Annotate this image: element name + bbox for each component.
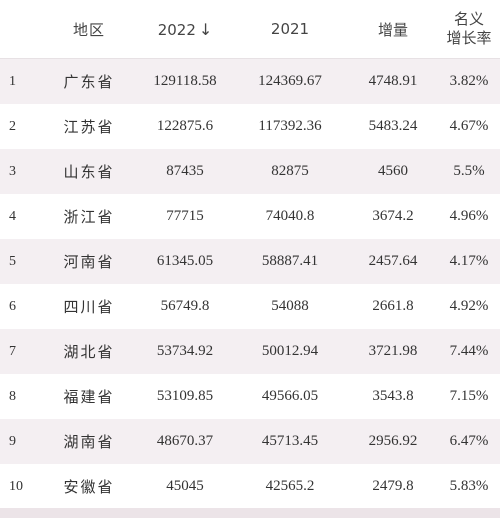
table-row[interactable]: 9 湖南省 48670.37 45713.45 2956.92 6.47% [0,419,500,464]
cell-region: 广东省 [63,73,115,91]
header-2022-label: 2022 [157,20,196,39]
cell-2022: 53734.92 [156,343,214,359]
cell-growth-rate: 4.96% [449,208,489,224]
cell-2021: 49566.05 [261,388,319,404]
cell-region: 浙江省 [63,208,115,226]
bottom-divider [0,508,500,518]
cell-increase: 2479.8 [372,478,414,494]
cell-growth-rate: 3.82% [449,73,489,89]
cell-increase: 5483.24 [368,118,418,134]
table-row[interactable]: 4 浙江省 77715 74040.8 3674.2 4.96% [0,194,500,239]
cell-2022: 56749.8 [160,298,210,314]
header-growth-rate-line2: 增长率 [446,29,492,47]
cell-growth-rate: 5.83% [449,478,489,494]
cell-region: 山东省 [63,163,115,181]
cell-region: 河南省 [63,253,115,271]
cell-increase: 3721.98 [368,343,418,359]
cell-increase: 2457.64 [368,253,418,269]
header-growth-rate-line1: 名义 [453,10,484,28]
table-header: 地区 2022 ↓ 2021 增量 名义 增长率 [0,0,500,59]
cell-2021: 117392.36 [258,118,322,134]
cell-2022: 61345.05 [156,253,214,269]
cell-rank: 7 [9,343,16,359]
cell-region: 四川省 [63,298,115,316]
cell-2022: 48670.37 [156,433,214,449]
cell-region: 福建省 [63,388,115,406]
table-row[interactable]: 7 湖北省 53734.92 50012.94 3721.98 7.44% [0,329,500,374]
table-row[interactable]: 5 河南省 61345.05 58887.41 2457.64 4.17% [0,239,500,284]
cell-growth-rate: 5.5% [453,163,485,179]
cell-growth-rate: 7.44% [449,343,489,359]
cell-growth-rate: 4.92% [449,298,489,314]
cell-rank: 10 [9,478,23,494]
header-2022-sorted[interactable]: 2022 ↓ [138,20,232,39]
cell-2022: 53109.85 [156,388,214,404]
cell-2021: 42565.2 [265,478,315,494]
cell-2022: 45045 [166,478,204,494]
cell-2021: 45713.45 [261,433,319,449]
cell-2021: 82875 [271,163,309,179]
table-body: 1 广东省 129118.58 124369.67 4748.91 3.82% 2 江苏省 12… [0,59,500,509]
cell-2021: 58887.41 [261,253,319,269]
cell-increase: 3543.8 [372,388,414,404]
cell-rank: 3 [9,163,16,179]
cell-increase: 2956.92 [368,433,418,449]
cell-rank: 2 [9,118,16,134]
header-2021[interactable]: 2021 [270,20,310,38]
cell-region: 湖北省 [63,343,115,361]
header-increase[interactable]: 增量 [377,20,408,39]
cell-rank: 9 [9,433,16,449]
cell-region: 湖南省 [63,433,115,451]
cell-rank: 5 [9,253,16,269]
table-row[interactable]: 2 江苏省 122875.6 117392.36 5483.24 4.67% [0,104,500,149]
cell-increase: 2661.8 [372,298,414,314]
cell-rank: 6 [9,298,16,314]
cell-2021: 54088 [271,298,309,314]
cell-2022: 129118.58 [153,73,217,89]
table-row[interactable]: 1 广东省 129118.58 124369.67 4748.91 3.82% [0,59,500,104]
cell-region: 安徽省 [63,478,115,496]
table-row[interactable]: 8 福建省 53109.85 49566.05 3543.8 7.15% [0,374,500,419]
cell-2021: 124369.67 [258,73,322,89]
cell-2021: 74040.8 [265,208,315,224]
cell-growth-rate: 7.15% [449,388,489,404]
table-row[interactable]: 6 四川省 56749.8 54088 2661.8 4.92% [0,284,500,329]
cell-increase: 4748.91 [368,73,418,89]
cell-growth-rate: 6.47% [449,433,489,449]
cell-growth-rate: 4.67% [449,118,489,134]
cell-2022: 87435 [166,163,204,179]
header-growth-rate[interactable]: 名义 增长率 [438,10,500,48]
table-row[interactable]: 10 安徽省 45045 42565.2 2479.8 5.83% [0,464,500,509]
cell-2022: 122875.6 [156,118,214,134]
cell-rank: 1 [9,73,16,89]
header-region[interactable]: 地区 [72,20,105,39]
sort-descending-icon: ↓ [198,19,213,39]
cell-region: 江苏省 [63,118,115,136]
cell-rank: 8 [9,388,16,404]
cell-increase: 4560 [378,163,408,179]
cell-increase: 3674.2 [372,208,414,224]
cell-growth-rate: 4.17% [449,253,489,269]
cell-2021: 50012.94 [261,343,319,359]
cell-2022: 77715 [166,208,204,224]
cell-rank: 4 [9,208,16,224]
table-row[interactable]: 3 山东省 87435 82875 4560 5.5% [0,149,500,194]
